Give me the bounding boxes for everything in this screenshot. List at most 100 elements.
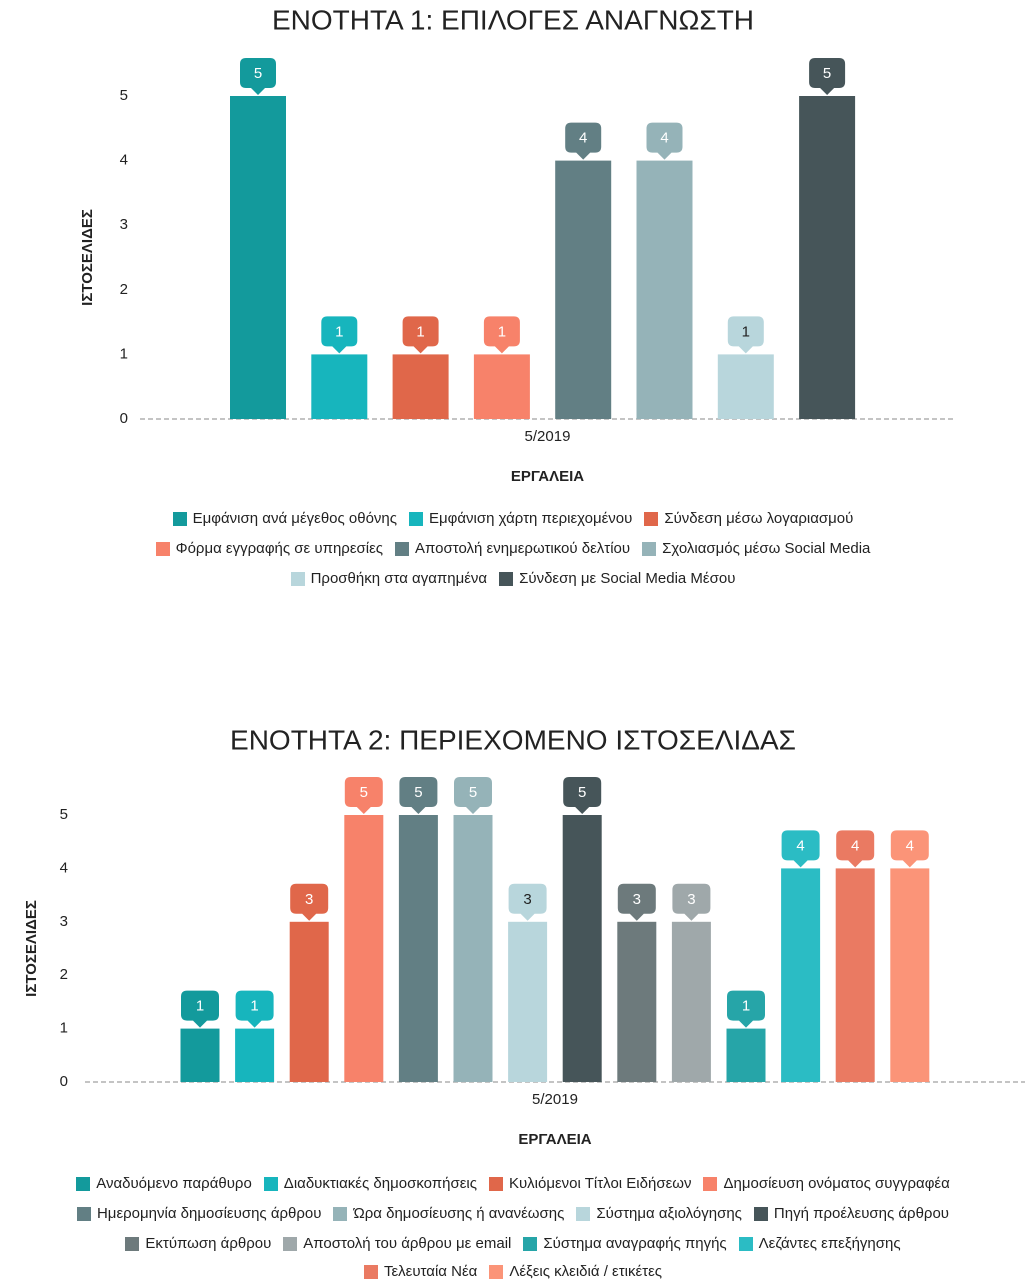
legend-item: Τελευταία Νέα [363,1263,477,1280]
data-label: 1 [498,323,506,340]
data-label-callout [617,883,656,921]
data-label-callout [836,830,875,868]
legend-item: Αποστολή του άρθρου με email [283,1235,511,1252]
data-label: 1 [335,323,343,340]
data-label: 1 [742,323,750,340]
data-label: 4 [579,130,587,147]
x-tick-label: 5/2019 [532,1091,578,1108]
data-label-callout [727,316,764,354]
legend-swatch [409,511,423,526]
bar [717,354,774,419]
legend-label: Ώρα δημοσίευσης ή ανανέωσης [353,1205,565,1222]
bar [799,96,856,419]
data-label-callout [344,777,383,814]
legend-item: Σύνδεση μέσω λογαριασμού [644,510,853,527]
legend-label: Προσθήκη στα αγαπημένα [310,570,488,587]
legend-row: Εκτύπωση άρθρου Αποστολή του άρθρου με em… [0,1235,1026,1252]
data-label: 5 [823,65,831,82]
legend-swatch [172,511,187,526]
data-label-callout [402,316,439,354]
bar [555,160,612,419]
data-label: 4 [660,130,668,147]
y-tick-label: 2 [60,966,68,983]
data-label-callout [508,883,547,921]
data-label-callout [181,990,219,1028]
data-label: 3 [305,891,313,908]
x-axis-label: ΕΡΓΑΛΕΙΑ [511,468,584,485]
legend-swatch [499,571,514,586]
legend-swatch [263,1176,278,1191]
legend-swatch [703,1176,718,1191]
bar [398,815,438,1082]
y-tick-label: 3 [120,216,128,233]
data-label-callout [890,830,929,868]
legend-swatch [523,1236,538,1251]
legend-label: Λεζάντες επεξήγησης [758,1235,901,1252]
y-tick-label: 0 [120,410,128,427]
legend-swatch [489,1264,504,1279]
legend-item: Ώρα δημοσίευσης ή ανανέωσης [333,1205,564,1222]
data-label-callout [235,990,274,1028]
legend-swatch [576,1206,591,1221]
legend-label: Σχολιασμός μέσω Social Media [662,540,871,557]
data-label: 1 [250,998,258,1015]
bar [562,815,602,1082]
legend-label: Κυλιόμενοι Τίτλοι Ειδήσεων [508,1175,692,1192]
legend-label: Σύστημα αξιολόγησης [596,1205,742,1222]
legend-label: Πηγή προέλευσης άρθρου [773,1205,950,1222]
data-label-callout [809,58,846,95]
legend-item: Σύνδεση με Social Media Μέσου [499,570,735,587]
data-label: 3 [633,891,641,908]
data-label: 4 [796,837,804,854]
legend-row: Εμφάνιση ανά μέγεθος οθόνης Εμφάνιση χάρτ… [0,510,1026,527]
legend-item: Κυλιόμενοι Τίτλοι Ειδήσεων [488,1175,692,1192]
legend-label: Δημοσίευση ονόματος συγγραφέα [723,1175,950,1192]
legend-label: Αναδυόμενο παράθυρο [96,1175,252,1192]
y-tick-label: 1 [60,1020,68,1037]
data-label-callout [290,883,329,921]
bar [473,354,530,419]
legend-item: Λέξεις κλειδιά / ετικέτες [489,1263,662,1280]
legend-swatch [76,1206,91,1221]
legend-swatch [290,571,305,586]
legend-item: Εμφάνιση ανά μέγεθος οθόνης [172,510,397,527]
legend-label: Διαδυκτιακές δημοσκοπήσεις [283,1175,477,1192]
data-label-callout [672,883,711,921]
legend-swatch [395,541,410,556]
data-label-callout [565,122,602,160]
data-label: 3 [523,891,531,908]
legend-label: Εμφάνιση χάρτη περιεχομένου [429,510,633,527]
legend-label: Λέξεις κλειδιά / ετικέτες [509,1263,663,1280]
legend-label: Σύστημα αναγραφής πηγής [543,1235,727,1252]
data-label-callout [483,316,520,354]
bar [180,1028,220,1082]
bar [230,96,286,419]
data-label: 4 [906,837,914,854]
legend-swatch [283,1236,298,1251]
legend-swatch [333,1206,348,1221]
y-tick-label: 0 [60,1073,68,1090]
y-tick-label: 1 [120,345,128,362]
bar [508,921,548,1082]
data-label: 1 [416,323,424,340]
legend-swatch [76,1176,91,1191]
y-tick-label: 4 [60,859,68,876]
x-tick-label: 5/2019 [525,428,571,445]
legend-label: Εμφάνιση ανά μέγεθος οθόνης [192,510,397,527]
data-label-callout [240,58,276,95]
data-label-callout [727,990,765,1028]
data-label: 4 [851,837,859,854]
data-label: 3 [687,891,695,908]
legend-item: Αποστολή ενημερωτικού δελτίου [395,540,630,557]
legend-label: Φόρμα εγγραφής σε υπηρεσίες [175,540,384,557]
bar [781,868,821,1082]
data-label: 1 [742,998,750,1015]
legend-swatch [738,1236,753,1251]
legend-row: Προσθήκη στα αγαπημένα Σύνδεση με Social … [0,570,1026,587]
legend-item: Σύστημα αξιολόγησης [576,1205,742,1222]
legend-item: Δημοσίευση ονόματος συγγραφέα [703,1175,950,1192]
legend-row: Αναδυόμενο παράθυρο Διαδυκτιακές δημοσκοπ… [0,1175,1026,1192]
bar [636,160,693,419]
